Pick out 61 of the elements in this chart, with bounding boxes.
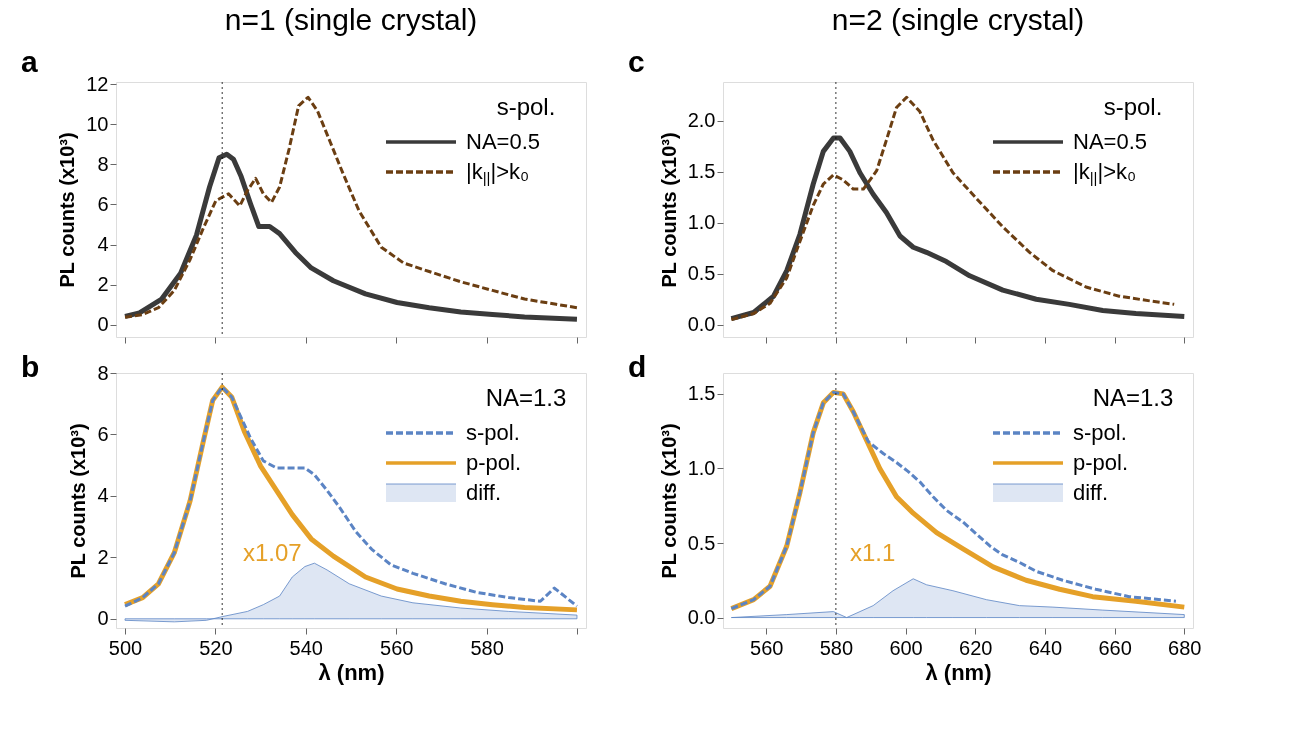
legend-label: p-pol. bbox=[1073, 450, 1129, 475]
y-tick-label: 1.0 bbox=[687, 456, 716, 479]
y-tick-label: 0.0 bbox=[687, 606, 716, 629]
legend-title: s-pol. bbox=[496, 93, 556, 120]
y-tick-label: 0 bbox=[97, 607, 109, 630]
y-tick-label: 6 bbox=[97, 422, 109, 445]
legend-label: NA=0.5 bbox=[466, 129, 540, 154]
legend-label: diff. bbox=[466, 480, 502, 505]
x-tick-label: 500 bbox=[108, 636, 143, 659]
legend-title: s-pol. bbox=[1103, 93, 1163, 120]
legend-label: p-pol. bbox=[466, 450, 522, 475]
y-tick-label: 8 bbox=[97, 361, 109, 384]
y-tick-label: 12 bbox=[86, 72, 109, 95]
legend-title: NA=1.3 bbox=[1092, 384, 1174, 411]
y-tick-label: 2 bbox=[97, 273, 109, 296]
legend-label: s-pol. bbox=[466, 420, 520, 445]
x-tick-label: 580 bbox=[819, 636, 854, 659]
x-tick-label: 560 bbox=[750, 636, 784, 659]
x-tick-label: 680 bbox=[1168, 636, 1202, 659]
y-tick-label: 0.5 bbox=[687, 262, 716, 285]
y-axis-title: PL counts (x10³) bbox=[67, 423, 90, 579]
y-tick-label: 0.0 bbox=[687, 313, 716, 336]
y-tick-label: 8 bbox=[97, 152, 109, 175]
x-tick-label: 660 bbox=[1098, 636, 1132, 659]
x-tick-label: 520 bbox=[199, 636, 233, 659]
x-tick-label: 600 bbox=[889, 636, 923, 659]
text: d bbox=[628, 350, 647, 383]
legend-label: s-pol. bbox=[1073, 420, 1127, 445]
y-tick-label: 2.0 bbox=[687, 109, 716, 132]
y-tick-label: 10 bbox=[86, 112, 109, 135]
annotation: x1.1 bbox=[849, 539, 896, 567]
x-tick-label: 620 bbox=[959, 636, 993, 659]
y-tick-label: 6 bbox=[97, 192, 109, 215]
x-axis-title: λ (nm) bbox=[318, 659, 385, 685]
legend-title: NA=1.3 bbox=[485, 384, 567, 411]
chart-title: n=2 (single crystal) bbox=[831, 3, 1085, 36]
chart-title: n=1 (single crystal) bbox=[224, 3, 478, 36]
y-axis-title: PL counts (x10³) bbox=[56, 132, 79, 288]
legend-label: NA=0.5 bbox=[1073, 129, 1147, 154]
y-tick-label: 1.5 bbox=[687, 382, 716, 405]
legend-label: |k|||>k₀ bbox=[466, 159, 530, 186]
text: c bbox=[628, 45, 645, 78]
y-tick-label: 1.5 bbox=[687, 160, 716, 183]
text: b bbox=[21, 350, 40, 383]
y-tick-label: 2 bbox=[97, 545, 109, 568]
y-tick-label: 0.5 bbox=[687, 531, 716, 554]
y-axis-title: PL counts (x10³) bbox=[657, 132, 680, 288]
y-tick-label: 0 bbox=[97, 313, 109, 336]
legend-label: diff. bbox=[1073, 480, 1109, 505]
y-tick-label: 4 bbox=[97, 233, 109, 256]
text: a bbox=[21, 45, 38, 78]
legend-label: |k|||>k₀ bbox=[1073, 159, 1137, 186]
y-tick-label: 1.0 bbox=[687, 211, 716, 234]
x-axis-title: λ (nm) bbox=[925, 659, 992, 685]
annotation: x1.07 bbox=[242, 539, 302, 567]
y-tick-label: 4 bbox=[97, 484, 109, 507]
x-tick-label: 640 bbox=[1028, 636, 1063, 659]
y-axis-title: PL counts (x10³) bbox=[657, 423, 680, 579]
x-tick-label: 540 bbox=[289, 636, 323, 659]
x-tick-label: 560 bbox=[380, 636, 414, 659]
x-tick-label: 580 bbox=[470, 636, 504, 659]
